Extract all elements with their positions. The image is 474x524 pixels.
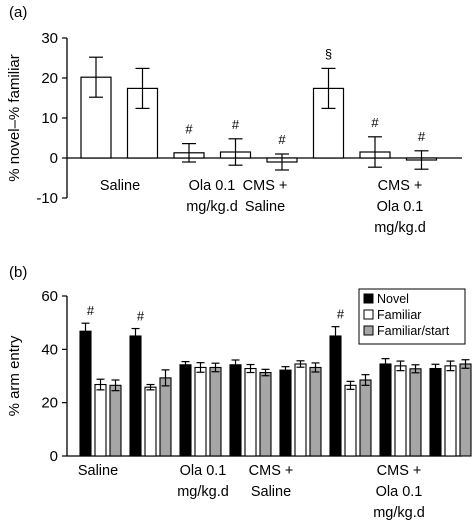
bar-b-4-2 xyxy=(309,366,322,457)
y-tick-label-a-1: 0 xyxy=(50,150,58,167)
bar-b-2-1 xyxy=(194,366,207,457)
group-label-b-1-0: Ola 0.1 xyxy=(180,463,227,479)
bar-b-1-1 xyxy=(144,386,157,457)
significance-mark-a-4: # xyxy=(278,132,286,147)
group-label-a-1-0: Ola 0.1 xyxy=(189,178,236,194)
y-tick-label-b-2: 40 xyxy=(41,341,58,358)
group-label-a-3-0: CMS + xyxy=(378,178,423,194)
significance-mark-a-2: # xyxy=(185,122,193,137)
legend-swatch-2 xyxy=(363,325,374,336)
significance-mark-a-6: # xyxy=(371,115,379,130)
y-tick-label-a-0: -10 xyxy=(36,190,58,207)
legend-box xyxy=(358,288,466,345)
y-tick-label-b-1: 20 xyxy=(41,395,58,412)
y-axis-title-a: % novel–% familiar xyxy=(6,54,23,182)
bar-b-3-1 xyxy=(244,367,257,457)
group-label-b-3-0: CMS + xyxy=(377,463,422,479)
bar-b-4-0 xyxy=(279,369,292,457)
group-label-a-2-0: CMS + xyxy=(243,178,288,194)
legend-swatch-1 xyxy=(363,309,374,320)
group-label-a-3-1: Ola 0.1 xyxy=(377,199,424,215)
legend-label-1: Familiar xyxy=(377,308,421,322)
panel-b: (b) % arm entry 0 20 40 60 # # # Saline Ola 0.1 mg/… xyxy=(6,264,472,521)
bar-b-5-2 xyxy=(359,379,372,457)
significance-mark-b-1: # xyxy=(137,309,145,324)
legend-label-0: Novel xyxy=(377,292,409,306)
bar-b-6-2 xyxy=(409,368,422,457)
bar-b-0-0 xyxy=(79,330,92,457)
group-label-a-0-0: Saline xyxy=(100,178,140,194)
panel-a: (a) % novel–% familiar -10 0 10 20 30 # # # § # # Sal… xyxy=(6,4,462,236)
bar-b-1-0 xyxy=(129,335,142,457)
bar-b-4-1 xyxy=(294,363,307,457)
y-tick-label-a-2: 10 xyxy=(41,110,58,127)
legend-label-2: Familiar/start xyxy=(377,324,450,338)
significance-mark-a-7: # xyxy=(418,129,426,144)
panel-label-a: (a) xyxy=(9,4,27,21)
bar-b-5-1 xyxy=(344,384,357,457)
legend-swatch-0 xyxy=(363,293,374,304)
bar-b-2-0 xyxy=(179,364,192,457)
y-axis-title-b: % arm entry xyxy=(6,335,23,416)
bar-b-3-0 xyxy=(229,364,242,457)
legend-b: Novel Familiar Familiar/start xyxy=(358,288,466,345)
group-label-b-2-1: Saline xyxy=(251,484,291,500)
bar-b-1-2 xyxy=(159,377,172,457)
significance-mark-a-3: # xyxy=(232,117,240,132)
bar-b-7-2 xyxy=(459,363,472,457)
bar-b-7-0 xyxy=(429,367,442,457)
panel-label-b: (b) xyxy=(9,264,27,281)
group-label-b-1-1: mg/kg.d xyxy=(177,484,229,500)
y-tick-label-b-3: 60 xyxy=(41,288,58,305)
group-label-a-3-2: mg/kg.d xyxy=(374,220,426,236)
group-label-b-3-1: Ola 0.1 xyxy=(376,484,423,500)
significance-mark-b-0: # xyxy=(87,303,95,318)
y-tick-label-a-4: 30 xyxy=(41,30,58,47)
bar-b-6-1 xyxy=(394,365,407,457)
bar-b-0-2 xyxy=(109,384,122,457)
y-tick-label-b-0: 0 xyxy=(50,448,58,465)
significance-mark-a-5: § xyxy=(325,46,332,61)
bar-b-0-1 xyxy=(94,383,107,457)
bar-b-3-2 xyxy=(259,371,272,457)
group-label-a-2-1: Saline xyxy=(245,199,285,215)
group-label-b-0-0: Saline xyxy=(78,463,118,479)
y-tick-label-a-3: 20 xyxy=(41,70,58,87)
bar-b-7-1 xyxy=(444,365,457,457)
bar-b-2-2 xyxy=(209,366,222,457)
bar-b-5-0 xyxy=(329,335,342,457)
group-label-b-3-2: mg/kg.d xyxy=(373,505,425,521)
significance-mark-b-5: # xyxy=(337,307,345,322)
group-label-b-2-0: CMS + xyxy=(249,463,294,479)
group-label-a-1-1: mg/kg.d xyxy=(186,199,238,215)
bar-b-6-0 xyxy=(379,363,392,457)
